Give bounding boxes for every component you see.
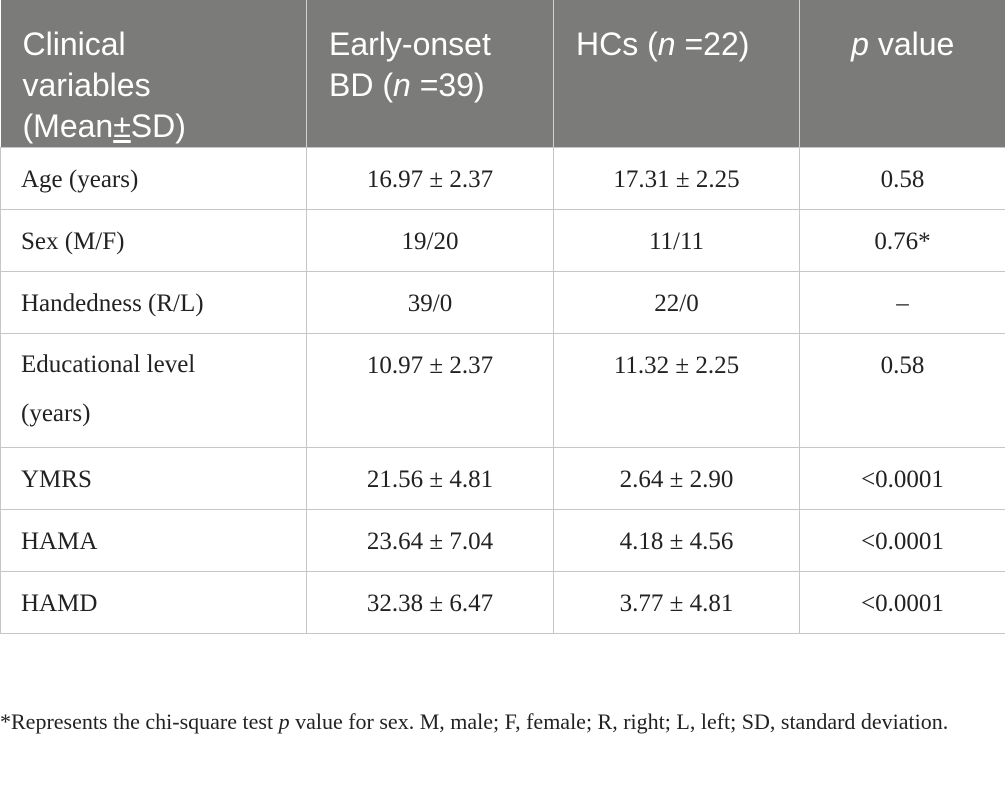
table-footnote: *Represents the chi-square test p value … — [0, 705, 1000, 739]
cell-hc: 11/11 — [553, 209, 800, 272]
table-row: Educational level (years) 10.97 ± 2.37 1… — [0, 333, 1005, 448]
row-label: Handedness (R/L) — [0, 271, 307, 334]
table-row: HAMA 23.64 ± 7.04 4.18 ± 4.56 <0.0001 — [0, 509, 1005, 572]
header-col4-p: p — [851, 26, 869, 62]
header-p-value: p value — [799, 0, 1005, 148]
clinical-variables-table: Clinical variables (Mean±SD) Early-onset… — [0, 0, 1005, 634]
row-label: Sex (M/F) — [0, 209, 307, 272]
table-row: Sex (M/F) 19/20 11/11 0.76* — [0, 209, 1005, 272]
cell-hc: 22/0 — [553, 271, 800, 334]
cell-p: <0.0001 — [799, 447, 1005, 510]
header-row: Clinical variables (Mean±SD) Early-onset… — [0, 0, 1005, 148]
cell-p: 0.58 — [799, 333, 1005, 448]
cell-p: – — [799, 271, 1005, 334]
table-row: HAMD 32.38 ± 6.47 3.77 ± 4.81 <0.0001 — [0, 571, 1005, 634]
header-col1-line2: variables — [22, 67, 151, 103]
table-row: Age (years) 16.97 ± 2.37 17.31 ± 2.25 0.… — [0, 147, 1005, 210]
cell-bd: 21.56 ± 4.81 — [306, 447, 554, 510]
cell-p: <0.0001 — [799, 509, 1005, 572]
table-row: YMRS 21.56 ± 4.81 2.64 ± 2.90 <0.0001 — [0, 447, 1005, 510]
header-col2-line2-pre: BD ( — [329, 67, 393, 103]
header-col3-pre: HCs ( — [576, 26, 658, 62]
footnote-pre: *Represents the chi-square test — [0, 709, 279, 734]
cell-bd: 16.97 ± 2.37 — [306, 147, 554, 210]
header-col3-post: =22) — [675, 26, 750, 62]
cell-bd: 32.38 ± 6.47 — [306, 571, 554, 634]
header-col1-line3-post: SD) — [130, 108, 186, 144]
header-col2-line1: Early-onset — [329, 26, 491, 62]
cell-hc: 11.32 ± 2.25 — [553, 333, 800, 448]
header-col1-plusminus: ± — [113, 108, 131, 144]
row-label-line2: (years) — [21, 400, 91, 427]
cell-bd: 23.64 ± 7.04 — [306, 509, 554, 572]
header-col3-n: n — [657, 26, 676, 62]
table-row: Handedness (R/L) 39/0 22/0 – — [0, 271, 1005, 334]
cell-p: 0.58 — [799, 147, 1005, 210]
cell-bd: 19/20 — [306, 209, 554, 272]
header-col1-line3-pre: (Mean — [22, 108, 114, 144]
row-label-line1: Educational level — [21, 351, 196, 378]
footnote-p: p — [278, 709, 290, 734]
cell-hc: 17.31 ± 2.25 — [553, 147, 800, 210]
header-early-onset-bd: Early-onset BD (n =39) — [306, 0, 554, 148]
table-body: Age (years) 16.97 ± 2.37 17.31 ± 2.25 0.… — [0, 147, 1005, 634]
cell-hc: 3.77 ± 4.81 — [553, 571, 800, 634]
row-label: Age (years) — [0, 147, 307, 210]
cell-p: 0.76* — [799, 209, 1005, 272]
cell-bd: 39/0 — [306, 271, 554, 334]
footnote-post: value for sex. M, male; F, female; R, ri… — [289, 709, 949, 734]
row-label: Educational level (years) — [0, 333, 307, 448]
cell-hc: 4.18 ± 4.56 — [553, 509, 800, 572]
header-col2-n: n — [393, 67, 411, 103]
header-col1-line1: Clinical — [22, 26, 126, 62]
cell-bd: 10.97 ± 2.37 — [306, 333, 554, 448]
table-header: Clinical variables (Mean±SD) Early-onset… — [0, 0, 1005, 148]
row-label: HAMD — [0, 571, 307, 634]
header-clinical-variables: Clinical variables (Mean±SD) — [0, 0, 307, 148]
cell-p: <0.0001 — [799, 571, 1005, 634]
cell-hc: 2.64 ± 2.90 — [553, 447, 800, 510]
header-col2-line2-post: =39) — [410, 67, 485, 103]
header-hcs: HCs (n =22) — [553, 0, 800, 148]
row-label: HAMA — [0, 509, 307, 572]
row-label: YMRS — [0, 447, 307, 510]
header-col4-post: value — [868, 26, 955, 62]
